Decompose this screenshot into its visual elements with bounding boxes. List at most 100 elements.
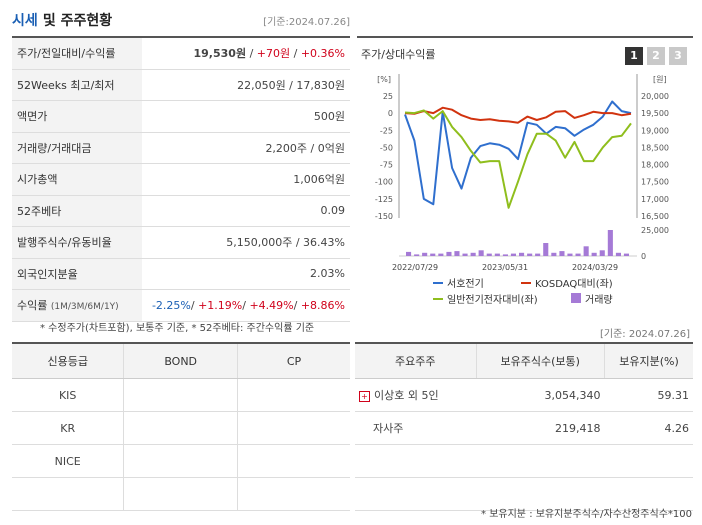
cp-cell <box>236 477 350 511</box>
shareholders-table: 주요주주 보유주식수(보통) 보유지분(%) + 이상호 외 5인 3,054,3… <box>355 342 693 511</box>
legend-swatch <box>571 293 581 303</box>
rate-value: +0.36% <box>300 47 345 61</box>
volume-bar <box>478 250 484 256</box>
column-header: CP <box>236 343 350 379</box>
chart-tab-3[interactable]: 3 <box>669 47 687 65</box>
holder-shares <box>476 444 605 478</box>
holder-pct <box>604 444 693 478</box>
holder-shares: 219,418 <box>476 411 605 445</box>
volume-bar <box>567 253 573 256</box>
table-row: 거래량/거래대금 2,200주 / 0억원 <box>12 132 350 164</box>
table-row: KIS <box>12 378 350 412</box>
credit-rating-table: 신용등급 BOND CP KIS KR NICE <box>12 342 350 511</box>
reference-date: [기준:2024.07.26] <box>263 17 350 28</box>
table-row: 수익률 (1M/3M/6M/1Y) -2.25%/ +1.19%/ +4.49%… <box>12 289 350 322</box>
legend-label: KOSDAQ대비(좌) <box>535 278 613 290</box>
volume-bar <box>551 252 557 257</box>
return-6m: +4.49% <box>249 298 294 312</box>
column-header: 신용등급 <box>12 343 124 379</box>
returns-periods: (1M/3M/6M/1Y) <box>50 302 119 313</box>
column-header: 보유지분(%) <box>603 343 693 379</box>
quote-footnote: * 수정주가(차트포함), 보통주 기준, * 52주베타: 주간수익률 기준 <box>40 323 315 334</box>
row-label: 수익률 (1M/3M/6M/1Y) <box>12 289 142 322</box>
holders-footnote: * 보유지분 : 보유지분주식수/자수산정주식수*100 <box>481 509 692 520</box>
table-row: 52Weeks 최고/최저 22,050원 / 17,830원 <box>12 69 350 101</box>
holder-name: 자사주 <box>355 411 477 445</box>
volume-bar <box>583 246 589 257</box>
row-label: 액면가 <box>12 100 142 133</box>
chart-title: 주가/상대수익률 <box>361 48 436 61</box>
volume-bar <box>502 254 508 256</box>
return-1y: +8.86% <box>300 298 345 312</box>
section-title-quote: 시세 <box>12 13 38 29</box>
holder-name-cell: + 이상호 외 5인 <box>355 378 477 412</box>
cp-cell <box>236 378 350 412</box>
volume-bar <box>486 253 492 256</box>
row-label: 거래량/거래대금 <box>12 132 142 164</box>
bond-cell <box>123 411 238 445</box>
table-row <box>12 477 350 511</box>
chart-tab-1[interactable]: 1 <box>625 47 643 65</box>
agency-cell: NICE <box>12 444 124 478</box>
volume-bar <box>446 251 452 256</box>
volume-bar <box>519 252 525 257</box>
holder-shares: 3,054,340 <box>476 378 605 412</box>
row-value: 500원 <box>142 100 350 133</box>
x-tick-label: 2023/05/31 <box>482 263 528 272</box>
separator: / <box>290 47 301 61</box>
volume-bar <box>422 252 428 257</box>
table-row: KR <box>12 411 350 445</box>
table-row: NICE <box>12 444 350 478</box>
volume-bar <box>623 253 629 256</box>
price-change-value: 19,530원 / +70원 / +0.36% <box>142 37 350 70</box>
left-axis-unit: [%] <box>377 75 391 84</box>
left-tick-label: 0 <box>388 109 393 118</box>
row-value: 2,200주 / 0억원 <box>142 132 350 164</box>
section-header: 시세 및 주주현황 [기준:2024.07.26] <box>12 10 350 32</box>
volume-bar <box>599 250 605 256</box>
change-value: +70원 <box>256 47 291 61</box>
volume-bar <box>559 251 565 256</box>
right-tick-label: 18,500 <box>641 143 669 152</box>
agency-cell: KIS <box>12 378 124 412</box>
cp-cell <box>236 444 350 478</box>
cp-cell <box>236 411 350 445</box>
right-tick-label: 19,500 <box>641 109 669 118</box>
table-row: 외국인지분율 2.03% <box>12 258 350 290</box>
volume-bar <box>494 253 500 256</box>
right-tick-label: 19,000 <box>641 126 669 135</box>
row-label: 발행주식수/유동비율 <box>12 226 142 259</box>
right-tick-label: 17,500 <box>641 178 669 187</box>
holder-pct <box>604 477 693 511</box>
column-header: 보유주식수(보통) <box>475 343 605 379</box>
legend-label: 서호전기 <box>447 278 484 290</box>
holder-pct: 4.26 <box>604 411 693 445</box>
row-label: 52Weeks 최고/최저 <box>12 69 142 101</box>
volume-bar <box>406 251 412 256</box>
row-label: 외국인지분율 <box>12 258 142 290</box>
volume-bar <box>462 253 468 256</box>
left-tick-label: -100 <box>375 178 393 187</box>
volume-bar <box>454 251 460 256</box>
volume-bar <box>470 252 476 257</box>
row-value: 1,006억원 <box>142 163 350 196</box>
table-row <box>355 444 693 478</box>
row-value: 22,050원 / 17,830원 <box>142 69 350 101</box>
volume-tick-label: 25,000 <box>641 226 669 235</box>
quote-table: 주가/전일대비/수익률 19,530원 / +70원 / +0.36% 52We… <box>12 36 350 322</box>
left-tick-label: 25 <box>383 92 393 101</box>
expand-icon[interactable]: + <box>359 390 370 402</box>
price-chart: [%] [원] 25 0 -25 -50 -75 -100 -125 -150 20,000 19,5… <box>375 74 669 306</box>
table-row: 시가총액 1,006억원 <box>12 163 350 196</box>
volume-bar <box>607 230 613 256</box>
left-tick-label: -25 <box>380 126 393 135</box>
bond-cell <box>123 444 238 478</box>
left-tick-label: -50 <box>380 143 393 152</box>
price-value: 19,530원 <box>193 47 247 61</box>
chart-tab-2[interactable]: 2 <box>647 47 665 65</box>
legend-label: 거래량 <box>585 294 613 306</box>
holder-pct: 59.31 <box>604 378 693 412</box>
reference-date-2: [기준: 2024.07.26] <box>599 329 690 340</box>
